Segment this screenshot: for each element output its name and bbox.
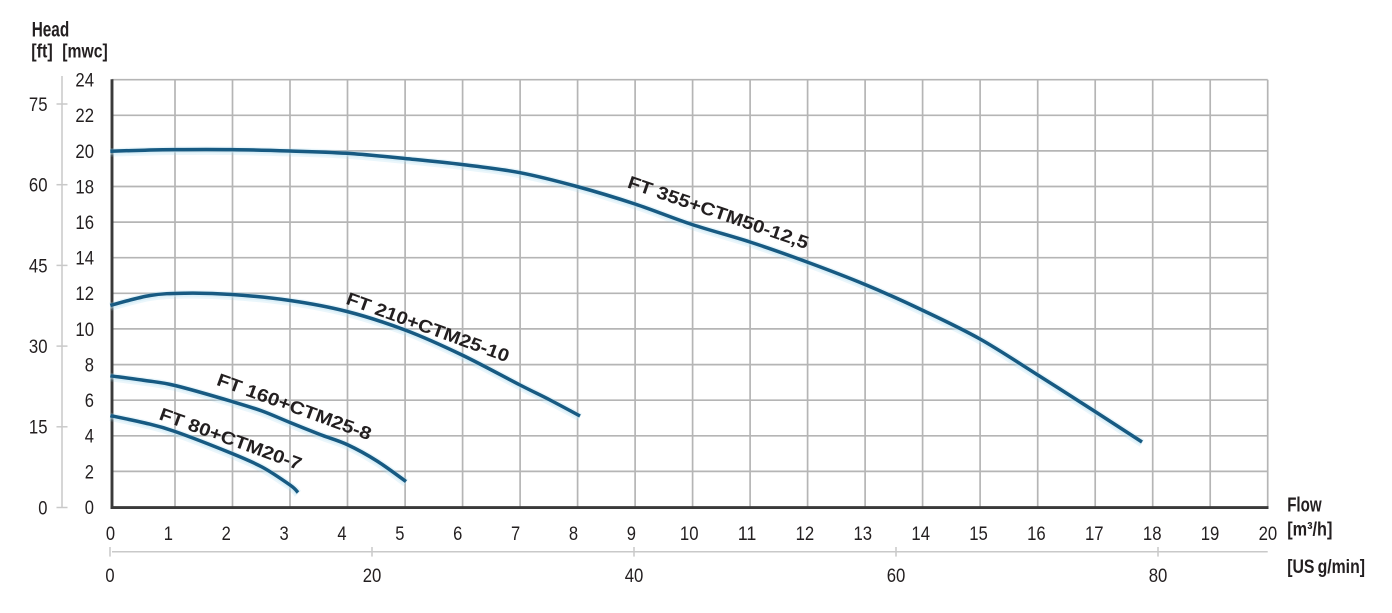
svg-text:16: 16: [75, 213, 94, 234]
svg-text:16: 16: [1027, 524, 1046, 545]
svg-text:[m³/h]: [m³/h]: [1287, 520, 1332, 541]
svg-text:19: 19: [1201, 524, 1220, 545]
svg-text:4: 4: [85, 427, 95, 448]
svg-text:45: 45: [29, 256, 48, 277]
svg-text:15: 15: [29, 418, 48, 439]
svg-text:14: 14: [911, 524, 930, 545]
svg-text:60: 60: [887, 566, 906, 587]
svg-text:5: 5: [395, 524, 404, 545]
svg-text:22: 22: [75, 106, 94, 127]
svg-text:12: 12: [75, 284, 94, 305]
svg-text:14: 14: [75, 249, 94, 270]
svg-text:20: 20: [75, 142, 94, 163]
svg-text:30: 30: [29, 337, 48, 358]
svg-text:6: 6: [85, 391, 94, 412]
svg-text:0: 0: [105, 566, 114, 587]
svg-text:15: 15: [969, 524, 988, 545]
svg-text:7: 7: [511, 524, 520, 545]
svg-text:17: 17: [1085, 524, 1104, 545]
svg-text:1: 1: [164, 524, 173, 545]
svg-text:18: 18: [75, 177, 94, 198]
svg-text:12: 12: [796, 524, 815, 545]
svg-text:2: 2: [222, 524, 231, 545]
svg-text:11: 11: [738, 524, 757, 545]
svg-text:6: 6: [453, 524, 462, 545]
svg-text:10: 10: [75, 320, 94, 341]
svg-text:8: 8: [85, 356, 94, 377]
svg-text:0: 0: [85, 498, 94, 519]
svg-text:9: 9: [627, 524, 636, 545]
svg-text:0: 0: [38, 498, 47, 519]
svg-text:24: 24: [75, 71, 94, 92]
svg-text:20: 20: [363, 566, 382, 587]
svg-text:20: 20: [1259, 524, 1278, 545]
svg-text:10: 10: [680, 524, 699, 545]
svg-text:Flow: Flow: [1287, 495, 1322, 517]
svg-text:[US g/min]: [US g/min]: [1287, 557, 1365, 578]
svg-text:40: 40: [625, 566, 644, 587]
svg-text:4: 4: [337, 524, 347, 545]
svg-text:2: 2: [85, 462, 94, 483]
svg-text:18: 18: [1143, 524, 1162, 545]
svg-text:0: 0: [106, 524, 115, 545]
svg-text:80: 80: [1149, 566, 1168, 587]
svg-text:[ft]: [ft]: [31, 41, 53, 62]
svg-text:13: 13: [854, 524, 873, 545]
svg-text:[mwc]: [mwc]: [62, 41, 107, 62]
svg-text:3: 3: [280, 524, 289, 545]
svg-text:75: 75: [29, 95, 48, 116]
svg-text:60: 60: [29, 176, 48, 197]
svg-text:8: 8: [569, 524, 578, 545]
svg-text:Head: Head: [32, 19, 69, 42]
